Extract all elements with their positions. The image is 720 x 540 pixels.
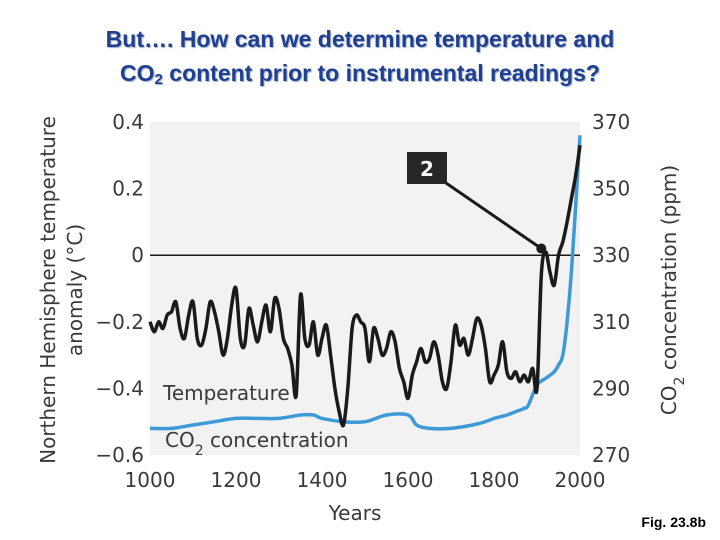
- figure-caption: Fig. 23.8b: [641, 514, 706, 530]
- y-tick-label: −0.4: [95, 376, 144, 400]
- y2-axis-title-rest: concentration (ppm): [657, 165, 681, 377]
- temperature-line: [148, 145, 582, 428]
- annotation-box: [407, 152, 447, 184]
- plot-area: [150, 122, 580, 455]
- y-tick-label: −0.6: [95, 443, 144, 467]
- y2-axis-title-co: CO: [657, 385, 681, 415]
- y2-tick-label: 350: [592, 177, 630, 201]
- annotation-label: 2: [420, 157, 434, 181]
- temperature-series-label: Temperature: [162, 381, 290, 405]
- co2-series-label: CO2 concentration: [165, 428, 349, 459]
- y-axis-title-line-2: anomaly (°C): [63, 224, 87, 356]
- y2-tick-label: 270: [592, 443, 630, 467]
- x-tick-label: 1400: [297, 468, 348, 492]
- x-axis-title: Years: [328, 501, 382, 525]
- co2-label-subscript: 2: [195, 443, 204, 459]
- title-line-1: But…. How can we determine temperature a…: [105, 26, 615, 52]
- x-tick-label: 1800: [469, 468, 520, 492]
- y2-tick-label: 330: [592, 243, 630, 267]
- title-co2-prefix: CO: [120, 60, 155, 86]
- x-tick-label: 1200: [211, 468, 262, 492]
- co2-concentration-line: [149, 135, 582, 431]
- x-tick-label: 1000: [125, 468, 176, 492]
- y2-tick-label: 310: [592, 310, 630, 334]
- y-tick-label: 0.2: [112, 177, 144, 201]
- y2-tick-label: 290: [592, 376, 630, 400]
- title-co2-subscript: 2: [154, 71, 163, 88]
- x-tick-label: 2000: [555, 468, 606, 492]
- slide-title: But…. How can we determine temperature a…: [0, 22, 720, 90]
- y-axis-title: Northern Hemisphere temperature anomaly …: [36, 116, 87, 464]
- y2-axis-title-subscript: 2: [672, 377, 688, 386]
- annotation-pointer: [445, 181, 543, 250]
- co2-label-rest: concentration: [204, 428, 349, 452]
- title-line-2: CO2 content prior to instrumental readin…: [0, 56, 720, 90]
- y-tick-label: 0: [131, 243, 144, 267]
- x-tick-label: 1600: [383, 468, 434, 492]
- y-tick-label: −0.2: [95, 310, 144, 334]
- annotation-point: [536, 243, 547, 254]
- title-line-2-rest: content prior to instrumental readings?: [162, 60, 600, 86]
- co2-label-co: CO: [165, 428, 195, 452]
- y-axis-title-line-1: Northern Hemisphere temperature: [36, 116, 60, 464]
- y2-axis-title: CO2 concentration (ppm): [657, 165, 688, 415]
- y-tick-label: 0.4: [112, 110, 144, 134]
- y2-tick-label: 370: [592, 110, 630, 134]
